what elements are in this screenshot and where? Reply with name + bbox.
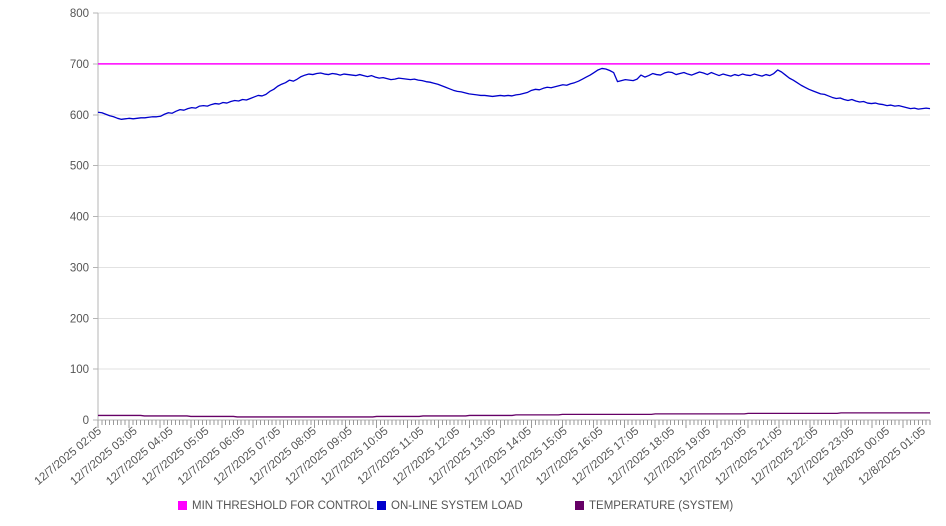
y-axis-tick-label: 400 — [70, 212, 89, 224]
legend-swatch — [377, 501, 386, 510]
legend-item-label: TEMPERATURE (SYSTEM) — [589, 500, 733, 512]
y-axis: 0 100 200 300 400 500 600 700 800 — [70, 8, 99, 427]
y-axis-tick-label: 500 — [70, 161, 89, 173]
y-axis-tick-label: 300 — [70, 262, 89, 274]
series-line — [98, 412, 930, 418]
legend-item-label: MIN THRESHOLD FOR CONTROL — [192, 500, 374, 512]
y-axis-tick-label: 200 — [70, 313, 89, 325]
x-axis-minor-ticks — [97, 420, 931, 428]
y-axis-tick-label: 100 — [70, 364, 89, 376]
y-axis-tick-label: 0 — [83, 415, 89, 427]
y-axis-tick-label: 600 — [70, 110, 89, 122]
legend-item-label: ON-LINE SYSTEM LOAD — [391, 500, 523, 512]
gridlines — [98, 12, 930, 421]
series-lines — [97, 63, 931, 418]
y-axis-tick-label: 700 — [70, 59, 89, 71]
legend-swatch — [575, 501, 584, 510]
series-line — [97, 67, 931, 120]
legend-swatch — [178, 501, 187, 510]
chart-legend: MIN THRESHOLD FOR CONTROL ON-LINE SYSTEM … — [178, 500, 733, 512]
x-axis-tick-label: 12/8/2025 01:05 — [857, 425, 928, 488]
y-axis-tick-label: 800 — [70, 8, 89, 20]
